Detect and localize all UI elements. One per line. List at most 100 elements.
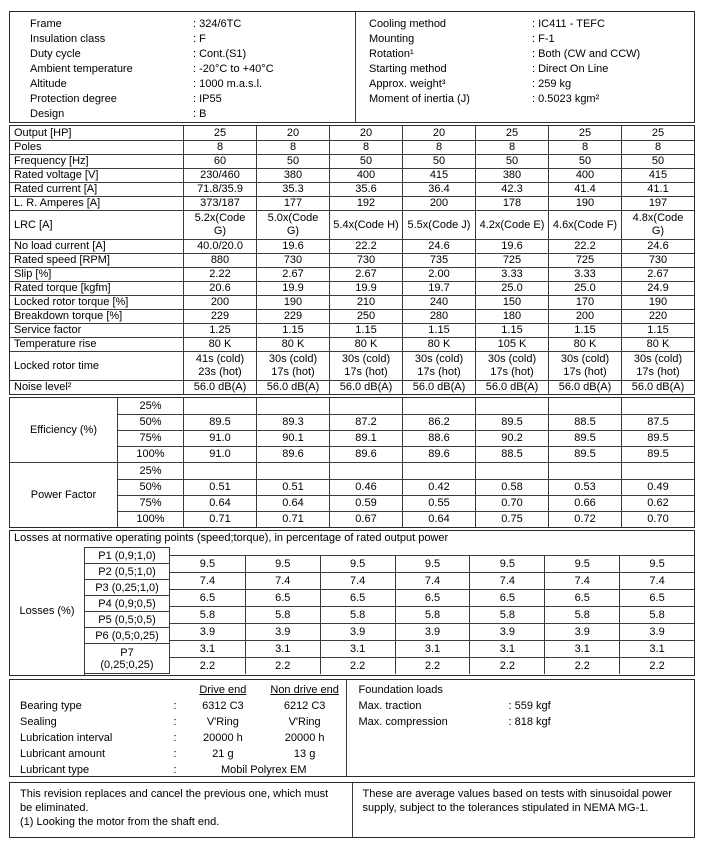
value-cell [548,463,621,479]
value-cell: 5.8 [199,609,216,621]
row-label: Service factor [10,323,183,337]
value-cell: 5.8 [544,607,619,623]
info-value: : Both (CW and CCW) [532,47,641,60]
losses-point-labels: P1 (0,9;1,0) P2 (0,5;1,0) P3 (0,25;1,0) P4 … [85,547,170,675]
value-cell: 210 [329,295,402,309]
value-cell: 19.7 [402,281,475,295]
value-cell: 3.9 [244,624,320,640]
value-cell: 5.8 [394,607,470,623]
value-cell: 50 [475,154,548,168]
value-cell: 89.6 [256,446,329,462]
value-cell: 0.72 [548,511,621,527]
value-cell: 200 [183,295,256,309]
value-cell: 3.9 [199,626,216,638]
non-drive-end-value: V'Ring [288,716,321,728]
value-cell: 56.0 dB(A) [256,380,329,394]
foundation-value: : 559 kgf [508,700,551,712]
bearing-label: Lubricant type [20,764,90,776]
section-label: Efficiency (%) [29,424,98,436]
value-cell: 0.70 [475,495,548,511]
value-cell: 3.1 [469,641,544,657]
value-cell: 178 [475,196,548,210]
table-row: Temperature rise 80 K 80 K 80 K 80 K 105 K 80 … [10,337,694,351]
table-row: Service factor 1.25 1.15 1.15 1.15 1.15 1.15 1.… [10,323,694,337]
colon-separator: : [173,700,177,712]
value-cell: 6.5 [394,590,470,606]
value-cell [621,463,694,479]
info-value: : F-1 [532,32,555,45]
power-factor-section: Power Factor 25% 50% 0.51 0.51 0.46 0.42 0.58 0.… [10,462,694,527]
info-row: Starting method: Direct On Line [369,61,694,76]
value-cell: 56.0 dB(A) [621,380,694,394]
foundation-title: Foundation loads [358,684,443,696]
loss-row: 3.9 3.9 3.9 3.9 3.9 3.9 3.9 [170,623,694,640]
value-cell: 0.51 [183,479,256,495]
value-cell: 25.0 [548,281,621,295]
value-cell: 3.33 [548,267,621,281]
bearing-label: Bearing type [20,700,82,712]
value-cell: 1.15 [329,323,402,337]
losses-header: Losses at normative operating points (sp… [14,532,449,544]
row-label: LRC [A] [10,210,183,239]
value-cell: 30s (cold) 17s (hot) [548,351,621,380]
row-label: No load current [A] [10,239,183,253]
value-cell: 0.53 [548,479,621,495]
value-cell [256,463,329,479]
info-label: Design [30,107,65,120]
value-cell: 0.59 [329,495,402,511]
value-cell: 88.6 [402,430,475,446]
value-cell: 1.15 [548,323,621,337]
value-cell: 380 [475,168,548,182]
value-cell: 89.5 [621,446,694,462]
value-cell [183,463,256,479]
value-cell: 30s (cold) 17s (hot) [475,351,548,380]
bearing-row: Lubricant amount: 21 g 13 g [10,746,346,762]
losses-body: Losses (%) P1 (0,9;1,0) P2 (0,5;1,0) P3 (0… [10,547,694,675]
bearing-foundation-box: Drive end Non drive end Bearing type: 6312 … [9,679,695,777]
drive-end-value: 20000 h [202,732,243,744]
colon-separator: : [173,748,177,760]
info-row: Protection degree: IP55 [30,91,355,106]
lubricant-type-value: Mobil Polyrex EM [220,764,307,776]
value-cell: 56.0 dB(A) [475,380,548,394]
info-label: Rotation¹ [369,47,414,60]
value-cell: 177 [256,196,329,210]
info-row: Altitude: 1000 m.a.s.l. [30,76,355,91]
value-cell: 35.3 [256,182,329,196]
loss-row: 3.1 3.1 3.1 3.1 3.1 3.1 3.1 [170,640,694,657]
value-cell: 56.0 dB(A) [402,380,475,394]
value-cell: 89.3 [256,414,329,430]
value-cell: 5.0x(Code G) [256,210,329,239]
value-cell: 190 [621,295,694,309]
value-cell: 30s (cold) 17s (hot) [621,351,694,380]
bearing-block: Drive end Non drive end Bearing type: 6312 … [10,680,347,776]
value-cell: 3.33 [475,267,548,281]
bearing-row: Lubrication interval: 20000 h 20000 h [10,730,346,746]
value-cell: 190 [548,196,621,210]
value-cell: 25 [621,126,694,140]
table-row: Rated voltage [V] 230/460 380 400 415 380 400 4… [10,168,694,182]
value-cell: 80 K [256,337,329,351]
value-cell: 80 K [329,337,402,351]
note-left: This revision replaces and cancel the pr… [10,783,353,837]
value-cell: 229 [183,309,256,323]
table-row: Poles 8 8 8 8 8 8 8 [10,140,694,154]
info-row: Moment of inertia (J): 0.5023 kgm² [369,91,694,106]
info-value: : 1000 m.a.s.l. [193,77,263,90]
value-cell: 3.1 [619,641,694,657]
value-cell: 8 [402,140,475,154]
foundation-row: Max. traction: 559 kgf [359,698,695,714]
value-cell: 3.9 [319,624,395,640]
value-cell: 9.5 [544,556,619,572]
value-cell: 41s (cold) 23s (hot) [183,351,256,380]
row-label: Rated voltage [V] [10,168,183,182]
foundation-row: Max. compression: 818 kgf [359,714,695,730]
value-cell: 2.2 [244,658,320,674]
note-revision: This revision replaces and cancel the pr… [20,788,329,814]
value-cell: 7.4 [199,575,216,587]
value-cell: 25 [548,126,621,140]
value-cell: 5.5x(Code J) [402,210,475,239]
value-cell: 7.4 [244,573,320,589]
load-percentage: 100% [117,511,183,527]
value-cell: 50 [402,154,475,168]
